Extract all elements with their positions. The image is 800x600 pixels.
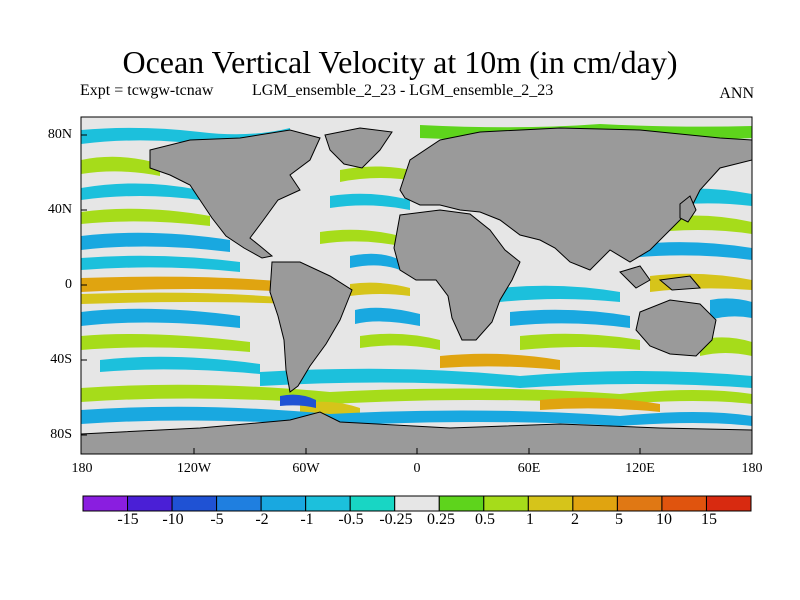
colorbar-swatch [661,495,707,512]
eurasia [399,127,752,271]
colorbar-label: -2 [255,511,269,528]
colorbar-swatch [171,495,218,512]
colorbar [82,495,752,512]
colorbar-swatch [483,495,529,512]
colorbar-label: -10 [162,511,184,528]
colorbar-label: 5 [615,511,623,528]
colorbar-label: 10 [656,511,672,528]
africa [393,209,521,341]
lon-tick-180e: 180 [741,461,763,476]
japan [679,195,697,223]
axis-ticks [81,134,641,454]
experiment-label: Expt = tcwgw-tcnaw [80,82,214,99]
north-america [149,129,321,259]
colorbar-swatch [216,495,262,512]
lon-tick-60w: 60W [292,461,320,476]
period-label: ANN [719,85,754,102]
lon-tick-180w: 180 [71,461,93,476]
colorbar-label: -5 [210,511,224,528]
colorbar-swatch [394,495,440,512]
colorbar-label: -15 [117,511,139,528]
land-masses [81,127,752,454]
lat-tick-80s: 80S [50,427,72,442]
velocity-field [81,124,752,426]
lon-tick-60e: 60E [517,461,541,476]
map-title: Ocean Vertical Velocity at 10m (in cm/da… [122,44,678,80]
lon-tick-120e: 120E [625,461,655,476]
colorbar-label: 1 [526,511,534,528]
antarctica [81,411,752,454]
lon-tick-120w: 120W [176,461,212,476]
colorbar-swatch [527,495,574,512]
colorbar-swatch [705,495,752,512]
colorbar-label: -0.5 [338,511,364,528]
lat-tick-40s: 40S [50,352,72,367]
borneo [619,265,651,289]
colorbar-label: 0.25 [427,511,455,528]
colorbar-label: 0.5 [475,511,495,528]
greenland [324,127,393,169]
map-panel [81,117,752,454]
lat-tick-80n: 80N [47,127,72,142]
lat-tick-0: 0 [65,277,72,292]
lat-tick-40n: 40N [47,202,72,217]
lon-tick-0: 0 [413,461,421,476]
colorbar-label: -0.25 [379,511,413,528]
colorbar-label: 2 [571,511,579,528]
colorbar-swatch [616,495,663,512]
colorbar-swatch [260,495,307,512]
colorbar-swatch [305,495,351,512]
new-guinea [658,275,702,291]
australia [635,299,717,357]
colorbar-swatch [82,495,129,512]
colorbar-swatch [127,495,173,512]
colorbar-label: -1 [300,511,314,528]
colorbar-swatch [572,495,618,512]
colorbar-label: 15 [701,511,717,528]
south-america [269,261,353,393]
colorbar-swatch [349,495,396,512]
colorbar-swatch [438,495,485,512]
comparison-label: LGM_ensemble_2_23 - LGM_ensemble_2_23 [252,82,554,99]
